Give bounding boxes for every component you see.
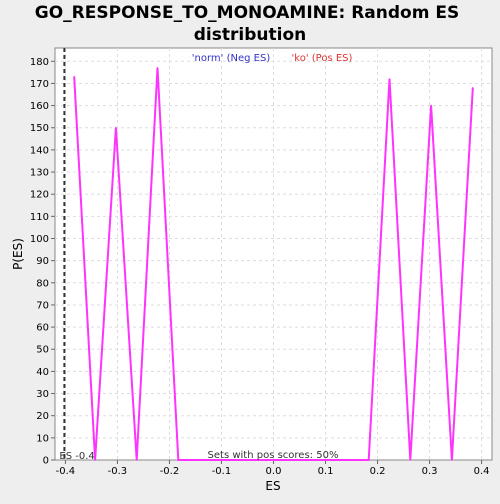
x-axis-ticks: -0.4 -0.3 -0.2 -0.1 0.0 0.1 0.2 0.3 0.4 [56, 460, 490, 477]
y-tick-label: 150 [30, 123, 49, 134]
y-tick-label: 10 [36, 433, 49, 444]
x-tick-label: 0.1 [318, 466, 334, 477]
data-point [430, 105, 432, 107]
y-axis-ticks: 0 10 20 30 40 50 60 70 80 90 100 110 120 130 140 150 160… [30, 57, 55, 467]
x-axis-label: ES [265, 479, 280, 493]
y-tick-label: 140 [30, 145, 49, 156]
data-point [177, 459, 179, 461]
data-point [472, 87, 474, 89]
y-tick-label: 110 [30, 212, 49, 223]
pos-scores-annotation: Sets with pos scores: 50% [208, 450, 339, 461]
y-tick-label: 90 [36, 256, 49, 267]
x-tick-label: -0.1 [212, 466, 232, 477]
y-tick-label: 60 [36, 323, 49, 334]
data-point [73, 76, 75, 78]
y-tick-label: 170 [30, 79, 49, 90]
y-tick-label: 180 [30, 57, 49, 68]
x-tick-label: 0.4 [474, 466, 490, 477]
y-tick-label: 130 [30, 168, 49, 179]
x-tick-label: -0.2 [160, 466, 180, 477]
x-tick-label: 0.3 [422, 466, 438, 477]
y-tick-label: 40 [36, 367, 49, 378]
data-point [451, 459, 453, 461]
data-point [368, 459, 370, 461]
es-marker-label: ES -0.4 [59, 451, 94, 462]
x-tick-label: 0.2 [370, 466, 386, 477]
data-point [410, 459, 412, 461]
chart-title: GO_RESPONSE_TO_MONOAMINE: Random ES [35, 3, 459, 23]
data-point [389, 78, 391, 80]
y-tick-label: 30 [36, 389, 49, 400]
y-tick-label: 50 [36, 345, 49, 356]
data-point [157, 67, 159, 69]
y-tick-label: 120 [30, 190, 49, 201]
y-tick-label: 20 [36, 411, 49, 422]
y-tick-label: 0 [43, 456, 49, 467]
x-tick-label: 0.0 [266, 466, 282, 477]
chart-title-line2: distribution [194, 25, 306, 45]
data-point [136, 459, 138, 461]
legend-pos: 'ko' (Pos ES) [292, 53, 353, 64]
data-point [115, 127, 117, 129]
x-tick-label: -0.3 [108, 466, 128, 477]
data-point [94, 459, 96, 461]
x-tick-label: -0.4 [56, 466, 76, 477]
y-axis-label: P(ES) [11, 238, 25, 270]
y-tick-label: 160 [30, 101, 49, 112]
y-tick-label: 70 [36, 300, 49, 311]
y-tick-label: 100 [30, 234, 49, 245]
legend-neg: 'norm' (Neg ES) [192, 53, 271, 64]
y-tick-label: 80 [36, 278, 49, 289]
